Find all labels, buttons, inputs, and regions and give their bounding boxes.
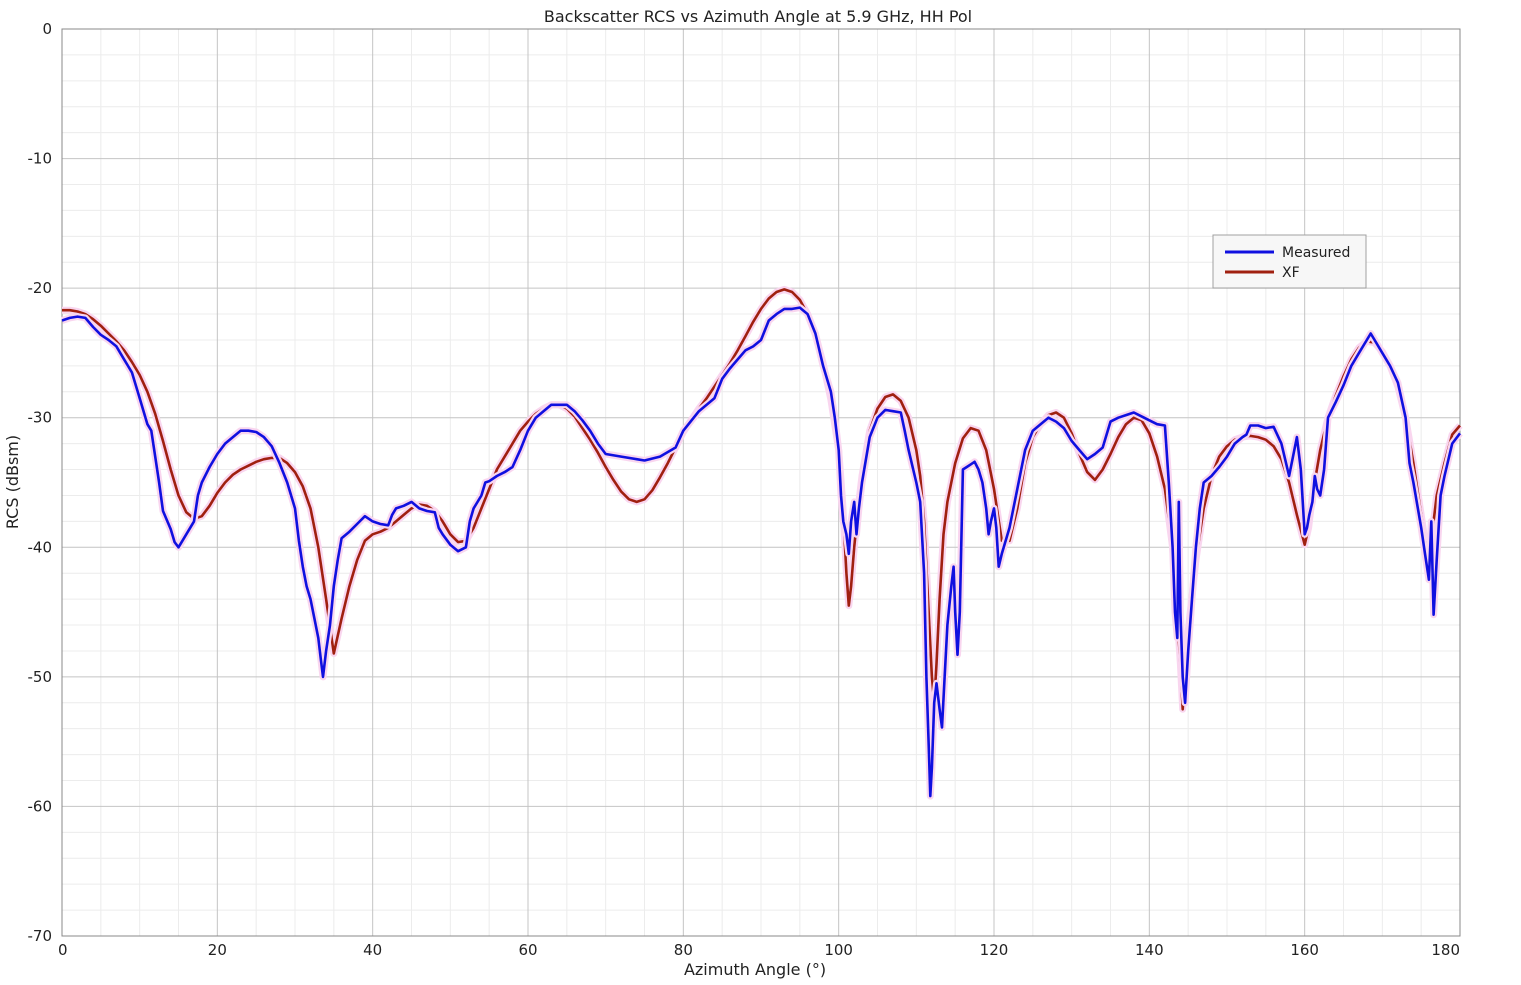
chart-title: Backscatter RCS vs Azimuth Angle at 5.9 … <box>544 7 972 26</box>
y-tick-label: -50 <box>28 668 53 686</box>
plot-frame <box>61 28 1461 937</box>
x-tick-label: 80 <box>674 941 693 959</box>
x-tick-label: 120 <box>980 941 1009 959</box>
legend: Measured XF <box>1212 234 1367 289</box>
y-tick-label: -30 <box>28 409 53 427</box>
legend-box <box>1212 234 1367 289</box>
y-tick-label: -60 <box>28 797 53 815</box>
x-tick-labels: 0 20 40 60 80 100 120 140 160 180 <box>58 941 1460 959</box>
y-axis-label: RCS (dBsm) <box>3 435 22 529</box>
minor-grid <box>62 29 1460 936</box>
series-line-measured <box>61 306 1462 798</box>
x-tick-label: 40 <box>363 941 382 959</box>
legend-label-measured: Measured <box>1282 245 1350 261</box>
x-tick-label: 20 <box>208 941 227 959</box>
x-tick-label: 0 <box>58 941 68 959</box>
y-tick-label: 0 <box>42 20 52 38</box>
y-tick-label: -20 <box>28 279 53 297</box>
x-tick-label: 180 <box>1431 941 1460 959</box>
y-tick-label: -70 <box>28 927 53 945</box>
y-tick-label: -40 <box>28 538 53 556</box>
legend-label-xf: XF <box>1282 265 1300 281</box>
x-tick-label: 160 <box>1290 941 1319 959</box>
y-tick-label: -10 <box>28 150 53 168</box>
series-layer <box>60 285 1463 800</box>
y-tick-labels: 0 -10 -20 -30 -40 -50 -60 -70 <box>28 20 53 945</box>
x-tick-label: 60 <box>518 941 537 959</box>
x-axis-label: Azimuth Angle (°) <box>684 960 826 979</box>
x-tick-label: 100 <box>824 941 853 959</box>
x-tick-label: 140 <box>1135 941 1164 959</box>
